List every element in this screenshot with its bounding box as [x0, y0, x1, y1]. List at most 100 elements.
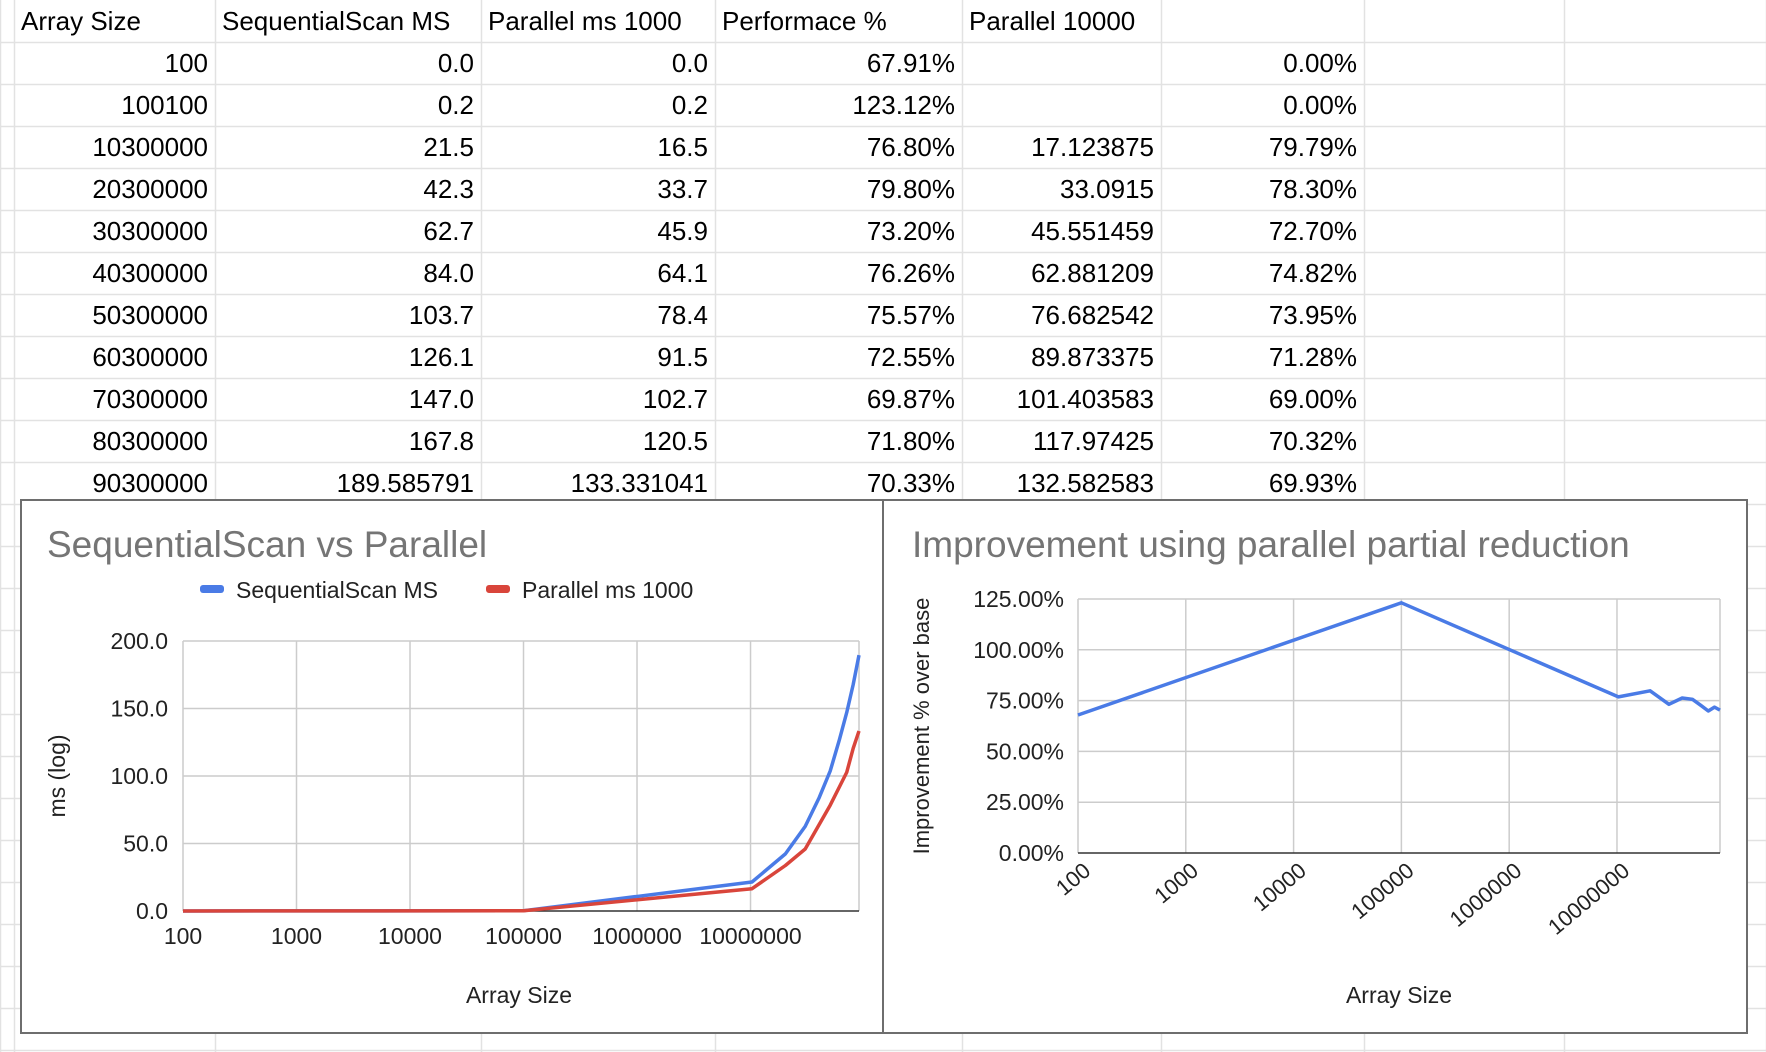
table-cell[interactable]: 123.12% [852, 90, 955, 120]
table-cell[interactable]: 79.79% [1268, 132, 1357, 162]
table-cell[interactable]: 102.7 [642, 384, 708, 414]
series-line-improvement [1077, 601, 1721, 717]
table-cell[interactable]: 70.33% [866, 468, 955, 498]
x-tick-label: 1000000 [592, 923, 682, 949]
table-cell[interactable]: 72.55% [866, 342, 955, 372]
table-cell[interactable]: 10300000 [92, 132, 208, 162]
table-cell[interactable]: 90300000 [92, 468, 208, 498]
table-cell[interactable]: 75.57% [866, 300, 955, 330]
y-tick-label: 50.00% [986, 738, 1064, 764]
table-cell[interactable]: 74.82% [1268, 258, 1357, 288]
y-tick-label: 25.00% [986, 789, 1064, 815]
table-cell[interactable]: 67.91% [866, 48, 955, 78]
table-cell[interactable]: 80300000 [92, 426, 208, 456]
table-cell[interactable]: 0.2 [437, 90, 474, 120]
x-tick-label: 100000 [485, 923, 562, 949]
x-tick-label: 10000000 [1543, 858, 1634, 940]
chart-title: SequentialScan vs Parallel [47, 524, 487, 565]
y-tick-label: 100.00% [973, 637, 1064, 663]
table-cell[interactable]: 0.00% [1283, 90, 1357, 120]
table-cell[interactable] [969, 42, 1154, 84]
table-cell[interactable]: 45.551459 [1031, 216, 1154, 246]
table-cell[interactable]: 100 [164, 48, 208, 78]
table-cell[interactable]: 78.4 [657, 300, 708, 330]
table-cell[interactable]: 189.585791 [336, 468, 474, 498]
table-cell[interactable]: 0.2 [671, 90, 708, 120]
table-cell[interactable]: 73.20% [866, 216, 955, 246]
table-cell[interactable]: 70300000 [92, 384, 208, 414]
table-cell[interactable]: 69.00% [1268, 384, 1357, 414]
table-cell[interactable]: 60300000 [92, 342, 208, 372]
header-cell[interactable]: Parallel ms 1000 [488, 6, 682, 36]
table-cell[interactable]: 69.87% [866, 384, 955, 414]
chart-sequential-vs-parallel[interactable]: SequentialScan vs Parallel SequentialScan… [20, 499, 884, 1034]
table-cell[interactable]: 72.70% [1268, 216, 1357, 246]
table-cell[interactable]: 17.123875 [1031, 132, 1154, 162]
table-cell[interactable]: 40300000 [92, 258, 208, 288]
y-tick-label: 0.00% [999, 840, 1064, 866]
table-cell[interactable]: 78.30% [1268, 174, 1357, 204]
table-cell[interactable]: 133.331041 [570, 468, 708, 498]
x-tick-label: 100 [164, 923, 202, 949]
table-cell[interactable]: 33.0915 [1060, 174, 1154, 204]
header-cell[interactable]: Parallel 10000 [969, 6, 1136, 36]
table-cell[interactable] [969, 84, 1154, 126]
table-cell[interactable]: 62.7 [423, 216, 474, 246]
table-cell[interactable]: 89.873375 [1031, 342, 1154, 372]
table-cell[interactable]: 0.0 [671, 48, 708, 78]
table-cell[interactable]: 71.28% [1268, 342, 1357, 372]
chart-improvement[interactable]: Improvement using parallel partial reduc… [882, 499, 1748, 1034]
series-line-sequential [182, 654, 861, 913]
table-cell[interactable]: 62.881209 [1031, 258, 1154, 288]
table-cell[interactable]: 91.5 [657, 342, 708, 372]
chart-sequential-vs-parallel-svg: SequentialScan vs Parallel SequentialScan… [44, 524, 861, 1008]
header-cell[interactable]: Performace % [722, 6, 887, 36]
header-cell[interactable]: SequentialScan MS [222, 6, 451, 36]
table-cell[interactable]: 100100 [121, 90, 208, 120]
x-tick-label: 10000000 [699, 923, 801, 949]
table-cell[interactable]: 20300000 [92, 174, 208, 204]
header-cell[interactable] [1168, 0, 1357, 42]
y-tick-label: 0.0 [136, 898, 168, 924]
chart-improvement-svg: Improvement using parallel partial reduc… [909, 524, 1721, 1008]
table-cell[interactable]: 0.0 [437, 48, 474, 78]
legend-swatch [486, 585, 510, 593]
table-cell[interactable]: 0.00% [1283, 48, 1357, 78]
table-cell[interactable]: 30300000 [92, 216, 208, 246]
table-cell[interactable]: 70.32% [1268, 426, 1357, 456]
x-tick-label: 10000 [1248, 858, 1311, 916]
y-tick-label: 125.00% [973, 586, 1064, 612]
table-cell[interactable]: 69.93% [1268, 468, 1357, 498]
x-axis-label: Array Size [466, 982, 572, 1008]
table-cell[interactable]: 64.1 [657, 258, 708, 288]
y-axis-label: Improvement % over base [909, 598, 934, 855]
table-cell[interactable]: 79.80% [866, 174, 955, 204]
legend-label: Parallel ms 1000 [522, 577, 693, 603]
y-tick-label: 150.0 [110, 696, 168, 722]
table-cell[interactable]: 103.7 [408, 300, 474, 330]
table-cell[interactable]: 45.9 [657, 216, 708, 246]
table-cell[interactable]: 42.3 [423, 174, 474, 204]
table-cell[interactable]: 84.0 [423, 258, 474, 288]
table-cell[interactable]: 33.7 [657, 174, 708, 204]
legend-label: SequentialScan MS [236, 577, 438, 603]
table-cell[interactable]: 16.5 [657, 132, 708, 162]
table-cell[interactable]: 132.582583 [1016, 468, 1154, 498]
table-cell[interactable]: 73.95% [1268, 300, 1357, 330]
table-cell[interactable]: 76.682542 [1031, 300, 1154, 330]
table-cell[interactable]: 76.80% [866, 132, 955, 162]
table-cell[interactable]: 167.8 [408, 426, 474, 456]
chart-title: Improvement using parallel partial reduc… [912, 524, 1630, 565]
table-cell[interactable]: 117.97425 [1033, 426, 1154, 456]
legend-swatch [200, 585, 224, 593]
table-cell[interactable]: 101.403583 [1016, 384, 1154, 414]
table-cell[interactable]: 21.5 [423, 132, 474, 162]
table-cell[interactable]: 126.1 [408, 342, 474, 372]
table-cell[interactable]: 147.0 [408, 384, 474, 414]
table-cell[interactable]: 76.26% [866, 258, 955, 288]
table-cell[interactable]: 50300000 [92, 300, 208, 330]
x-axis-label: Array Size [1346, 982, 1452, 1008]
table-cell[interactable]: 120.5 [642, 426, 708, 456]
header-cell[interactable]: Array Size [21, 6, 141, 36]
table-cell[interactable]: 71.80% [866, 426, 955, 456]
